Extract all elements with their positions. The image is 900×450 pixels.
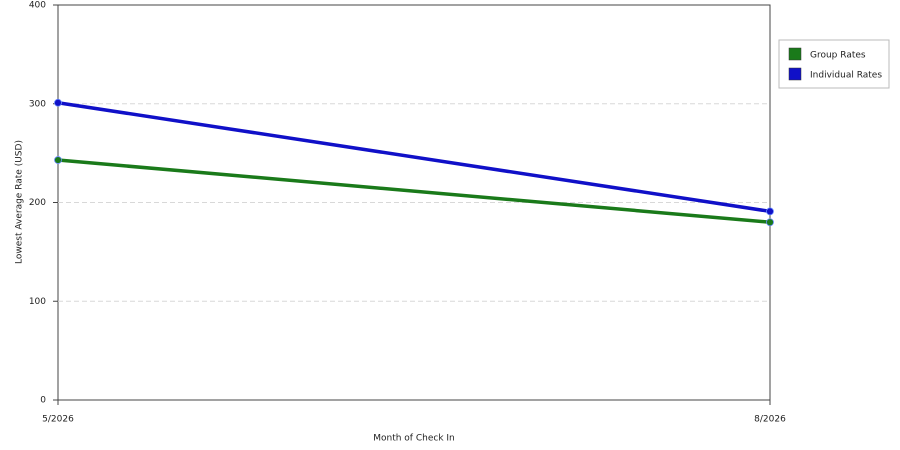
- x-axis-label: Month of Check In: [373, 434, 455, 444]
- series-line: [57, 101, 771, 214]
- legend-label: Group Rates: [810, 51, 866, 61]
- x-tick-label: 8/2026: [754, 415, 786, 425]
- y-tick-label: 0: [40, 396, 46, 406]
- y-axis-label: Lowest Average Rate (USD): [15, 140, 25, 264]
- data-point: [766, 207, 774, 216]
- y-tick-label: 200: [29, 198, 46, 208]
- x-tick-label: 5/2026: [42, 415, 74, 425]
- series-line: [57, 158, 771, 224]
- y-tick-label: 300: [29, 99, 46, 109]
- data-point: [54, 98, 62, 107]
- y-tick-label: 100: [29, 297, 46, 307]
- legend-box: [778, 39, 890, 89]
- y-tick-label: 400: [29, 1, 46, 11]
- data-point: [766, 218, 774, 227]
- data-point: [54, 156, 62, 164]
- legend-label: Individual Rates: [810, 71, 882, 81]
- legend-swatch: [788, 47, 802, 61]
- legend-swatch: [788, 67, 802, 81]
